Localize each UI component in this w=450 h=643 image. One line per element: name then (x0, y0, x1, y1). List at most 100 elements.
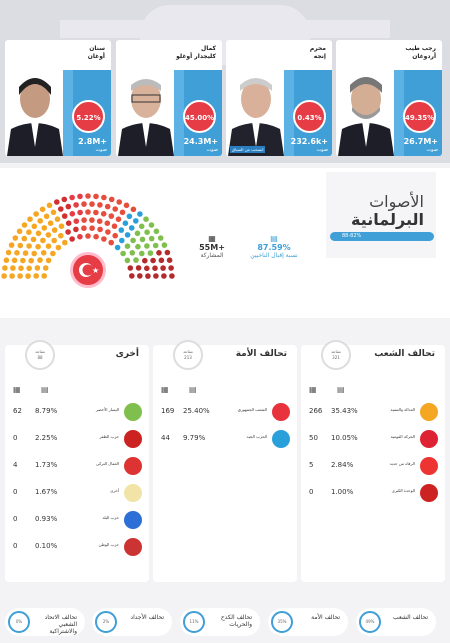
party-row[interactable]: 0 1.67% أخرى (5, 484, 149, 502)
seats-column-icon: ▦ (309, 385, 317, 394)
seat-dot (30, 236, 37, 243)
seat-dot (118, 227, 125, 233)
party-row[interactable]: 5 2.84% الرفاه من جديد (301, 457, 445, 475)
seat-dot (139, 250, 145, 257)
party-vote-percentage: 35.43% (331, 407, 358, 415)
vote-percentage-badge: 49.35% (403, 100, 436, 133)
alliance-pill[interactable]: 35% تحالف الأمة (268, 608, 348, 636)
candidate-photo (336, 61, 394, 156)
party-row[interactable]: 0 0.93% حزب البلد (5, 511, 149, 529)
alliance-pill-label: تحالف الكدح والحريات (220, 614, 252, 628)
seat-dot (51, 227, 58, 233)
seat-dot (65, 203, 72, 210)
seat-dot (46, 202, 53, 209)
party-seats: 5 (309, 461, 314, 469)
seat-dot (152, 265, 158, 271)
seat-dot (22, 250, 29, 256)
party-name: الرفاه من جديد (389, 461, 415, 466)
alliance-card-nation[interactable]: تحالف الأمة مقاعد 213 ▦ ▤ 169 25.40% الشعب … (153, 340, 297, 582)
party-row[interactable]: 0 1.00% الوحدة الكبرى (301, 484, 445, 502)
seat-dot (108, 213, 115, 219)
seat-dot (129, 250, 136, 256)
seat-dot (47, 220, 54, 226)
vote-count: 24.3M+ صوت (183, 137, 218, 154)
party-seats: 0 (13, 542, 18, 550)
seat-dot (45, 232, 52, 238)
voters-stat: ▦ 55M+ المشاركة (192, 234, 232, 259)
seat-dot (33, 211, 39, 217)
party-name: حزب الوطن (98, 542, 119, 547)
alliance-pill-percentage: 0% (8, 611, 30, 633)
seat-dot (111, 223, 118, 229)
candidate-name: كمال كليجدار أوغلو (176, 45, 216, 60)
candidate-card-ogan[interactable]: سنان أوغان 5.22% 2.8M+ صوت (5, 40, 111, 156)
alliance-pill-label: تحالف الأمة (311, 614, 340, 621)
party-name: الحركة القومية (390, 434, 415, 439)
seat-dot (40, 250, 47, 256)
seat-dot (124, 232, 131, 238)
seat-dot (101, 194, 107, 201)
seat-dot (97, 226, 103, 233)
party-logo-icon (124, 457, 142, 475)
turnout-value: 87.59% (257, 243, 291, 252)
candidate-card-erdogan[interactable]: رجب طيب أردوغان 49.35% 26.7M+ صوت (336, 40, 442, 156)
seat-dot (81, 217, 87, 223)
candidates-header: سنان أوغان 5.22% 2.8M+ صوت كمال كليجدار أ… (0, 0, 450, 163)
seats-badge: مقاعد 88 (25, 340, 55, 370)
seat-dot (129, 273, 135, 279)
seat-dot (134, 230, 141, 237)
alliance-pill[interactable]: 2% تحالف الأجداد (92, 608, 172, 636)
party-row[interactable]: 266 35.43% العدالة والتنمية (301, 403, 445, 421)
seat-dot (122, 220, 129, 226)
seat-dot (25, 273, 31, 279)
seat-dot (21, 222, 28, 228)
candidate-photo (226, 61, 284, 156)
seat-dot (150, 257, 156, 264)
party-vote-percentage: 0.10% (35, 542, 58, 550)
seats-column-icon: ▦ (161, 385, 169, 394)
party-row[interactable]: 0 0.10% حزب الوطن (5, 538, 149, 556)
vote-percentage-badge: 0.43% (293, 100, 326, 133)
seat-dot (85, 209, 91, 215)
withdrawn-tag: انسحب من السباق (230, 146, 266, 153)
votes-column-icon: ▤ (189, 385, 197, 394)
seat-dot (45, 257, 52, 264)
candidate-card-kilicdaroglu[interactable]: كمال كليجدار أوغلو 45.00% 24.3M+ صوت (116, 40, 222, 156)
alliance-pill[interactable]: 0% تحالف الاتحاد الشعبي والاشتراكية (5, 608, 85, 636)
party-logo-icon (420, 484, 438, 502)
seat-dot (18, 265, 24, 271)
party-row[interactable]: 44 9.79% الحزب الجيد (153, 430, 297, 448)
party-row[interactable]: 169 25.40% الشعب الجمهوري (153, 403, 297, 421)
party-row[interactable]: 0 2.25% حزب الظفر (5, 430, 149, 448)
party-seats: 266 (309, 407, 323, 415)
seat-dot (54, 199, 60, 205)
alliance-card-people[interactable]: تحالف الشعب مقاعد 321 ▦ ▤ 266 35.43% العدال… (301, 340, 445, 582)
party-row[interactable]: 50 10.05% الحركة القومية (301, 430, 445, 448)
seat-dot (1, 273, 7, 279)
seat-dot (17, 273, 23, 279)
party-row[interactable]: 4 1.73% العمال التركي (5, 457, 149, 475)
party-logo-icon (420, 430, 438, 448)
alliance-title: تحالف الشعب (374, 349, 435, 359)
seat-dot (101, 236, 107, 242)
party-row[interactable]: 62 8.79% اليسار الأخضر (5, 403, 149, 421)
party-vote-percentage: 1.73% (35, 461, 58, 469)
candidate-name: رجب طيب أردوغان (405, 45, 436, 60)
seat-dot (9, 273, 15, 279)
seat-dot (28, 257, 34, 264)
vote-count: 2.8M+ صوت (78, 137, 107, 154)
seat-dot (144, 243, 150, 249)
party-seats: 4 (13, 461, 18, 469)
parliament-title-line2: البرلمانية (351, 210, 424, 229)
seat-dot (17, 242, 24, 249)
alliance-pill[interactable]: 49% تحالف الشعب (356, 608, 436, 636)
party-vote-percentage: 1.00% (331, 488, 354, 496)
alliance-card-other[interactable]: أخرى مقاعد 88 ▦ ▤ 62 8.79% اليسار الأخضر 0 2.… (5, 340, 149, 582)
seat-dot (69, 236, 75, 242)
party-vote-percentage: 2.25% (35, 434, 58, 442)
seat-dot (54, 216, 61, 222)
seat-dot (137, 273, 143, 279)
ballot-box-icon: ▦ (208, 234, 216, 243)
alliance-pill[interactable]: 11% تحالف الكدح والحريات (180, 608, 260, 636)
candidate-card-ince[interactable]: محرم إنجه انسحب من السباق 0.43% 232.6k+ ص… (226, 40, 332, 156)
